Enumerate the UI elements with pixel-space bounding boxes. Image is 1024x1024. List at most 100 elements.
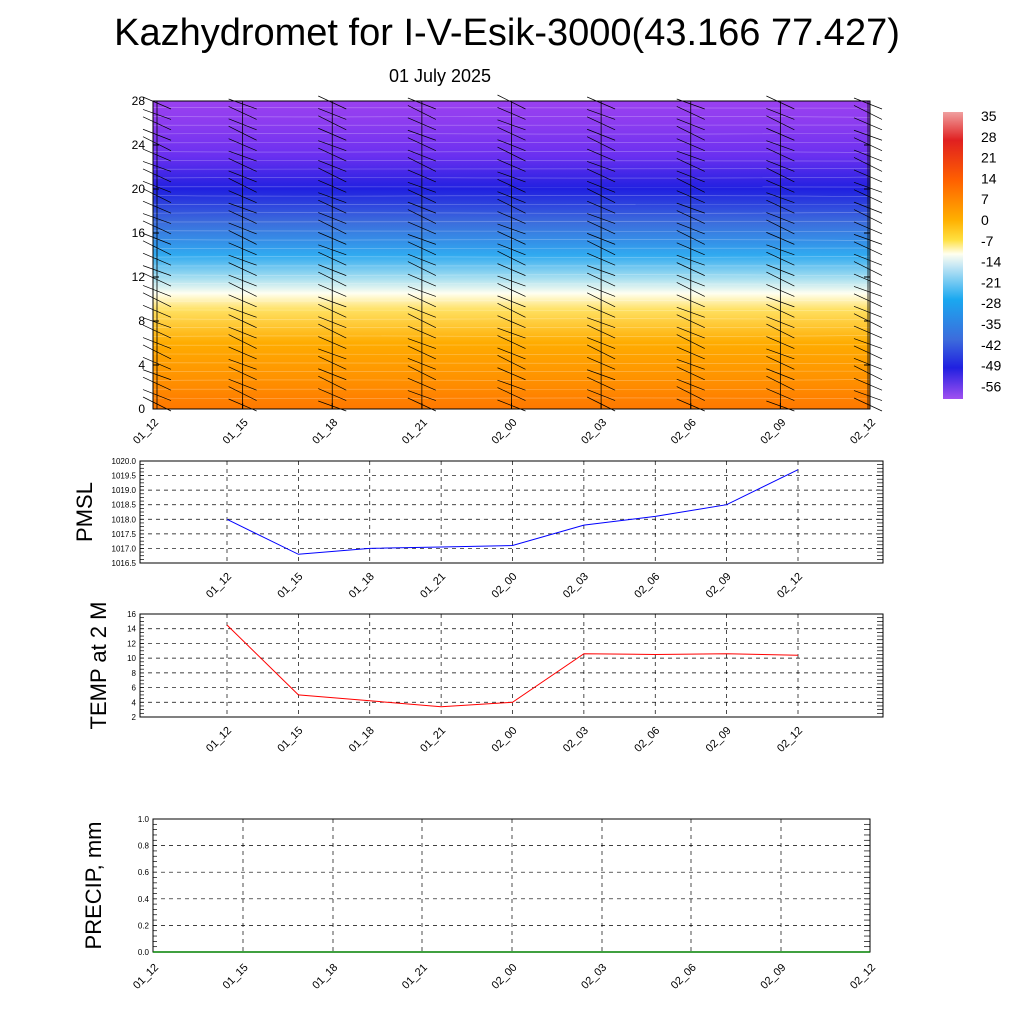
y-axis-label: TEMP at 2 M: [86, 602, 111, 730]
y-tick-label: 4: [138, 358, 145, 372]
x-tick-label: 02_00: [490, 571, 520, 601]
contour-line: [152, 211, 871, 214]
contour-line: [152, 255, 871, 258]
x-tick-label: 02_12: [848, 417, 878, 447]
colorbar-label: 0: [981, 212, 989, 228]
contour-line: [152, 335, 871, 337]
colorbar: [943, 112, 963, 399]
x-tick-label: 02_03: [561, 725, 591, 755]
colorbar-label: 21: [981, 150, 997, 166]
x-tick-label: 02_00: [490, 725, 520, 755]
x-tick-label: 01_21: [418, 571, 448, 601]
x-tick-label: 01_15: [221, 417, 251, 447]
colorbar-label: -14: [981, 254, 1001, 270]
x-tick-label: 01_18: [310, 962, 340, 992]
plot-frame: [139, 613, 884, 718]
series-line: [226, 469, 799, 555]
contour-line: [152, 274, 871, 277]
colorbar-label: -42: [981, 337, 1001, 353]
x-tick-label: 01_12: [131, 417, 161, 447]
x-tick-label: 02_09: [758, 417, 788, 447]
x-tick-label: 02_09: [704, 725, 734, 755]
x-tick-label: 02_06: [669, 962, 699, 992]
y-tick-label: 2: [132, 713, 137, 722]
y-tick-label: 1017.0: [112, 544, 137, 553]
colorbar-label: 35: [981, 108, 997, 124]
x-tick-label: 02_06: [632, 571, 662, 601]
contour-line: [152, 151, 871, 153]
y-tick-label: 0.2: [138, 921, 150, 930]
x-tick-label: 01_21: [400, 962, 430, 992]
y-tick-label: 16: [132, 226, 146, 240]
y-axis-label: PRECIP, mm: [81, 822, 106, 950]
colorbar-label: -56: [981, 378, 1001, 394]
x-tick-label: 01_21: [400, 417, 430, 447]
y-tick-label: 8: [138, 314, 145, 328]
x-tick-label: 02_03: [561, 571, 591, 601]
y-tick-label: 28: [132, 94, 146, 108]
x-tick-label: 02_03: [579, 417, 609, 447]
plot-frame: [152, 818, 871, 953]
y-tick-label: 24: [132, 138, 146, 152]
y-tick-label: 12: [132, 270, 146, 284]
x-tick-label: 01_12: [204, 571, 234, 601]
x-tick-label: 02_12: [848, 962, 878, 992]
y-tick-label: 1016.5: [112, 559, 137, 568]
y-tick-label: 4: [132, 698, 137, 707]
y-tick-label: 1018.0: [112, 515, 137, 524]
y-tick-label: 1018.5: [112, 501, 137, 510]
x-tick-label: 01_18: [347, 725, 377, 755]
y-tick-label: 0.4: [138, 895, 150, 904]
x-tick-label: 01_12: [204, 725, 234, 755]
colorbar-label: -7: [981, 233, 994, 249]
y-tick-label: 6: [132, 684, 137, 693]
chart-subtitle: 01 July 2025: [388, 66, 492, 86]
x-tick-label: 02_12: [775, 725, 805, 755]
x-tick-label: 01_18: [310, 417, 340, 447]
x-tick-label: 01_15: [275, 725, 305, 755]
x-tick-label: 01_21: [418, 725, 448, 755]
colorbar-label: 7: [981, 191, 989, 207]
colorbar-label: -35: [981, 316, 1001, 332]
colorbar-label: -28: [981, 295, 1001, 311]
y-tick-label: 12: [127, 639, 136, 648]
contour-line: [152, 132, 871, 135]
x-tick-label: 01_15: [221, 962, 251, 992]
contour-line: [152, 239, 871, 241]
x-tick-label: 02_06: [669, 417, 699, 447]
colorbar-label: 14: [981, 170, 997, 186]
x-tick-label: 02_09: [704, 571, 734, 601]
contour-line: [152, 379, 871, 381]
y-tick-label: 16: [127, 610, 136, 619]
contour-line: [152, 115, 871, 118]
y-tick-label: 0: [138, 402, 145, 416]
colorbar-label: 28: [981, 129, 997, 145]
x-tick-label: 02_00: [490, 962, 520, 992]
chart-title: Kazhydromet for I-V-Esik-3000(43.166 77.…: [114, 12, 900, 54]
y-tick-label: 10: [127, 654, 136, 663]
contour-line: [152, 397, 871, 400]
y-tick-label: 0.8: [138, 842, 150, 851]
x-tick-label: 02_03: [579, 962, 609, 992]
contour-line: [152, 176, 871, 179]
y-tick-label: 1019.5: [112, 472, 137, 481]
series-line: [226, 624, 799, 708]
colorbar-label: -49: [981, 358, 1001, 374]
y-tick-label: 1017.5: [112, 530, 137, 539]
x-tick-label: 02_06: [632, 725, 662, 755]
x-tick-label: 01_15: [275, 571, 305, 601]
x-tick-label: 02_00: [490, 417, 520, 447]
x-tick-label: 01_18: [347, 571, 377, 601]
y-tick-label: 1019.0: [112, 486, 137, 495]
y-tick-label: 20: [132, 182, 146, 196]
y-tick-label: 14: [127, 625, 136, 634]
contour-line: [152, 318, 871, 321]
y-tick-label: 0.6: [138, 868, 150, 877]
x-tick-label: 02_09: [758, 962, 788, 992]
plot-frame: [139, 460, 884, 564]
y-tick-label: 0.0: [138, 948, 150, 957]
x-tick-label: 01_12: [131, 962, 161, 992]
y-tick-label: 1020.0: [112, 457, 137, 466]
y-axis-label: PMSL: [72, 482, 97, 542]
